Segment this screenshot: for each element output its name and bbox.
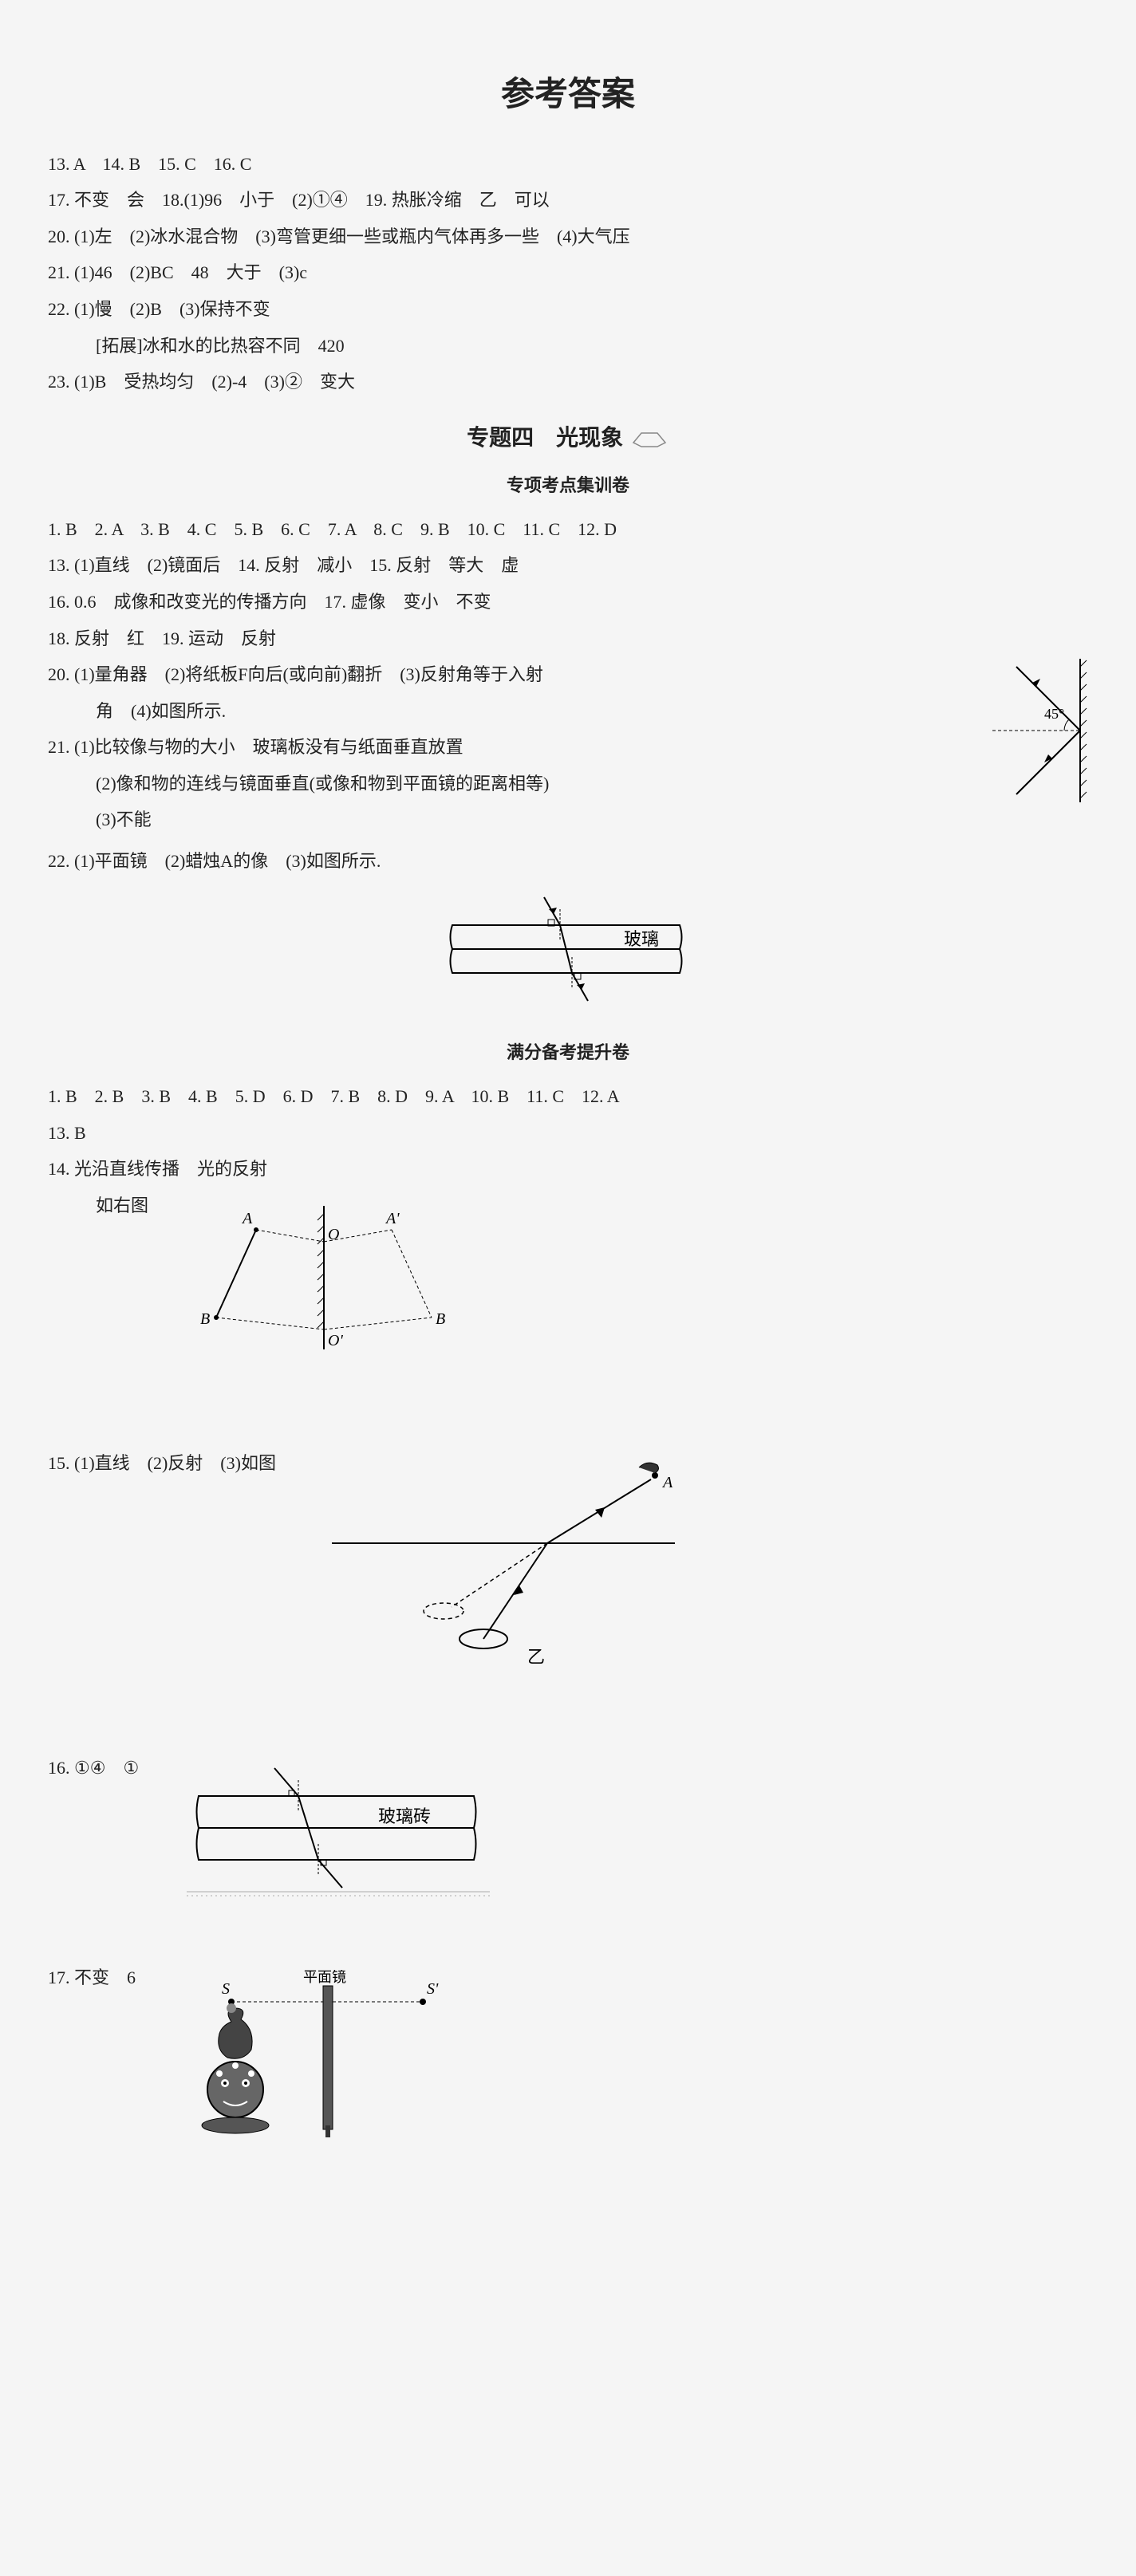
answer-line: 17. 不变 会 18.(1)96 小于 (2)①④ 19. 热胀冷缩 乙 可以 (48, 184, 1088, 216)
diagram-water-refraction: A 乙 (324, 1455, 683, 1688)
point-label: A (661, 1474, 673, 1491)
answer-line-indent: 如右图 (96, 1190, 148, 1222)
diagram-mirror-image: A A' B B O O' (180, 1198, 467, 1366)
answer-line: 18. 反射 红 19. 运动 反射 (48, 623, 1088, 655)
diagram-reflection-45: 45° (968, 659, 1088, 811)
section-title-text: 专题四 光现象 (467, 425, 623, 450)
answer-line: 20. (1)量角器 (2)将纸板F向后(或向前)翻折 (3)反射角等于入射 (48, 659, 1088, 691)
point-label: O' (328, 1332, 343, 1349)
angle-label: 45° (1044, 706, 1064, 722)
sub-title: 专项考点集训卷 (48, 470, 1088, 502)
answer-line: 22. (1)慢 (2)B (3)保持不变 (48, 293, 1088, 325)
glass-block-label: 玻璃砖 (378, 1806, 431, 1826)
mirror-label: 平面镜 (303, 1970, 346, 1985)
answer-line: 14. 光沿直线传播 光的反射 (48, 1153, 1088, 1185)
answer-line: 17. 不变 6 (48, 1962, 136, 1994)
point-label: B (436, 1310, 445, 1328)
answer-line: 21. (1)比较像与物的大小 玻璃板没有与纸面垂直放置 (48, 731, 1088, 763)
label: 乙 (527, 1647, 545, 1667)
answer-line: 15. (1)直线 (2)反射 (3)如图 (48, 1448, 276, 1479)
answer-line: 1. B 2. A 3. B 4. C 5. B 6. C 7. A 8. C … (48, 514, 1088, 546)
point-label: O (328, 1226, 339, 1243)
point-label: S (222, 1980, 230, 1998)
answer-line-indent: [拓展]冰和水的比热容不同 420 (96, 330, 1088, 362)
answer-line-indent: (3)不能 (96, 804, 1088, 836)
answer-line: 22. (1)平面镜 (2)蜡烛A的像 (3)如图所示. (48, 845, 1088, 877)
answer-line: 1. B 2. B 3. B 4. B 5. D 6. D 7. B 8. D … (48, 1081, 1088, 1113)
diagram-plane-mirror: 平面镜 S S' (183, 1970, 471, 2154)
answer-line: 21. (1)46 (2)BC 48 大于 (3)c (48, 257, 1088, 289)
diagram-glass-refraction: 玻璃 (48, 893, 1088, 1022)
glass-label: 玻璃 (624, 929, 659, 949)
point-label: A (241, 1210, 253, 1227)
section-title: 专题四 光现象 (48, 418, 1088, 458)
point-label: S' (427, 1980, 439, 1998)
answer-line: 16. ①④ ① (48, 1752, 139, 1784)
answer-line: 16. 0.6 成像和改变光的传播方向 17. 虚像 变小 不变 (48, 586, 1088, 618)
page-title: 参考答案 (48, 64, 1088, 124)
answer-line: 23. (1)B 受热均匀 (2)-4 (3)② 变大 (48, 366, 1088, 398)
answer-line-indent: 角 (4)如图所示. (96, 695, 1088, 727)
diagram-glass-block: 玻璃砖 (187, 1760, 490, 1912)
answer-line: 13. (1)直线 (2)镜面后 14. 反射 减小 15. 反射 等大 虚 (48, 549, 1088, 581)
answer-line: 20. (1)左 (2)冰水混合物 (3)弯管更细一些或瓶内气体再多一些 (4)… (48, 221, 1088, 253)
point-label: B (200, 1310, 210, 1328)
decoration-icon (629, 425, 669, 450)
sub-title: 满分备考提升卷 (48, 1037, 1088, 1069)
answer-line: 13. A 14. B 15. C 16. C (48, 148, 1088, 180)
answer-line: 13. B (48, 1117, 1088, 1149)
point-label: A' (385, 1210, 400, 1227)
answer-line-indent: (2)像和物的连线与镜面垂直(或像和物到平面镜的距离相等) (96, 768, 1088, 800)
